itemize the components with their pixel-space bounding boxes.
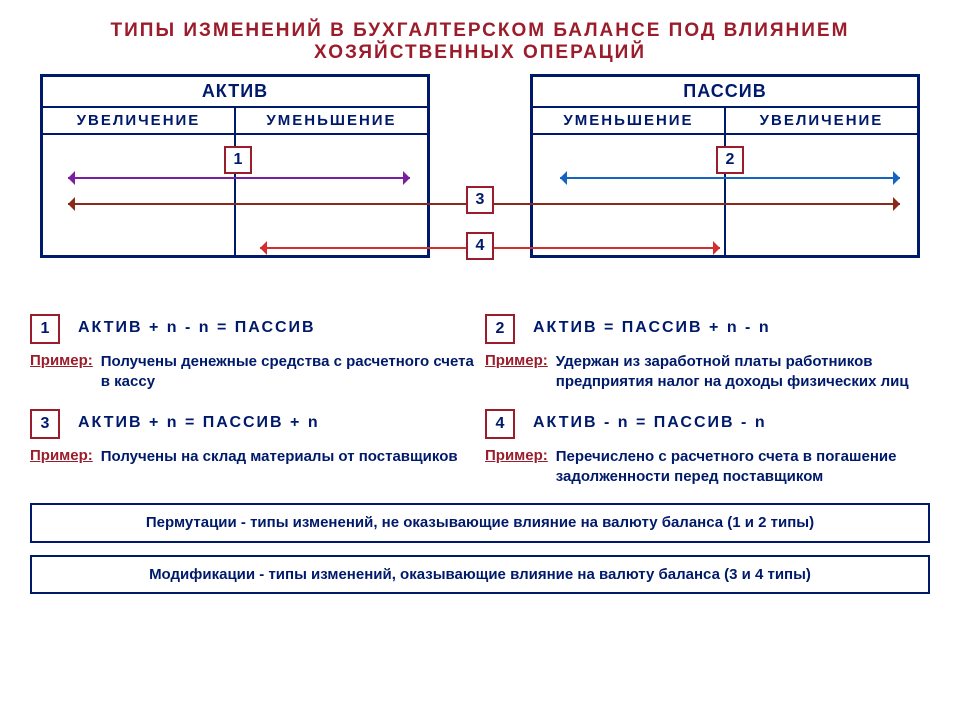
badge-1: 1 bbox=[224, 146, 252, 174]
example-text-1: Получены денежные средства с расчетного … bbox=[101, 352, 475, 393]
note-modifications: Модификации - типы изменений, оказывающи… bbox=[30, 555, 930, 595]
badge-3: 3 bbox=[466, 186, 494, 214]
example-label-1: Пример: bbox=[30, 352, 93, 393]
diagram-area: АКТИВ УВЕЛИЧЕНИЕ УМЕНЬШЕНИЕ ПАССИВ УМЕНЬ… bbox=[20, 74, 940, 294]
formula-4: АКТИВ - n = ПАССИВ - n bbox=[533, 409, 767, 432]
page-title: ТИПЫ ИЗМЕНЕНИЙ В БУХГАЛТЕРСКОМ БАЛАНСЕ П… bbox=[0, 0, 960, 74]
note-permutations: Пермутации - типы изменений, не оказываю… bbox=[30, 503, 930, 543]
example-text-3: Получены на склад материалы от поставщик… bbox=[101, 447, 458, 488]
formula-2: АКТИВ = ПАССИВ + n - n bbox=[533, 314, 771, 337]
example-text-4: Перечислено с расчетного счета в погашен… bbox=[556, 447, 930, 488]
eq-badge-3: 3 bbox=[30, 409, 60, 439]
eq-badge-4: 4 bbox=[485, 409, 515, 439]
example-text-2: Удержан из заработной платы работников п… bbox=[556, 352, 930, 393]
arrow-layer bbox=[20, 74, 940, 294]
example-label-2: Пример: bbox=[485, 352, 548, 393]
equations-section: 1 АКТИВ + n - n = ПАССИВ 2 АКТИВ = ПАССИ… bbox=[30, 314, 930, 487]
badge-4: 4 bbox=[466, 232, 494, 260]
eq-badge-2: 2 bbox=[485, 314, 515, 344]
badge-2: 2 bbox=[716, 146, 744, 174]
formula-1: АКТИВ + n - n = ПАССИВ bbox=[78, 314, 316, 337]
example-label-3: Пример: bbox=[30, 447, 93, 488]
eq-badge-1: 1 bbox=[30, 314, 60, 344]
formula-3: АКТИВ + n = ПАССИВ + n bbox=[78, 409, 320, 432]
notes-section: Пермутации - типы изменений, не оказываю… bbox=[30, 503, 930, 594]
example-label-4: Пример: bbox=[485, 447, 548, 488]
